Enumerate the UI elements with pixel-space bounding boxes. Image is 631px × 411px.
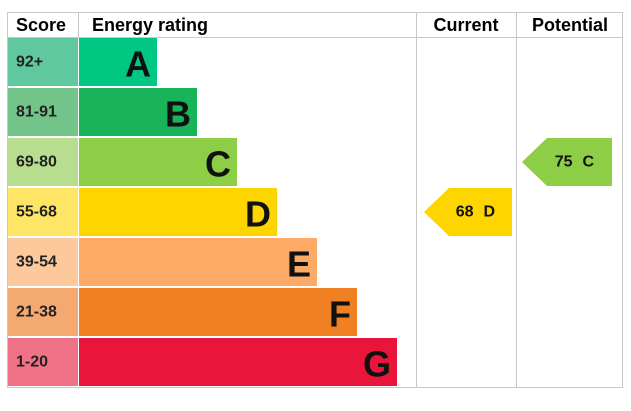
rating-letter: F <box>329 294 351 335</box>
header-potential: Potential <box>532 15 608 35</box>
current-arrow <box>424 188 512 236</box>
rating-bar <box>79 288 357 336</box>
potential-arrow <box>522 138 612 186</box>
rating-bar <box>79 88 197 136</box>
score-label: 39-54 <box>16 254 57 271</box>
score-label: 81-91 <box>16 104 57 121</box>
score-cell <box>8 138 78 186</box>
rating-bar <box>79 238 317 286</box>
rating-letter: B <box>165 94 191 135</box>
score-cell <box>8 288 78 336</box>
table-border <box>7 12 623 388</box>
rating-letter: A <box>125 44 151 85</box>
score-cell <box>8 188 78 236</box>
score-label: 1-20 <box>16 354 48 371</box>
score-label: 55-68 <box>16 204 57 221</box>
header-current: Current <box>433 15 498 35</box>
rating-letter: C <box>205 144 231 185</box>
score-cell <box>8 88 78 136</box>
score-cell <box>8 38 78 86</box>
potential-value: 75 <box>555 154 573 171</box>
current-letter: D <box>484 204 496 221</box>
header-score: Score <box>16 15 66 35</box>
rating-letter: E <box>287 244 311 285</box>
potential-letter: C <box>583 154 595 171</box>
rating-bar <box>79 338 397 386</box>
header-energy-rating: Energy rating <box>92 15 208 35</box>
score-label: 69-80 <box>16 154 57 171</box>
score-label: 92+ <box>16 54 43 71</box>
score-cell <box>8 338 78 386</box>
rating-letter: D <box>245 194 271 235</box>
rating-bar <box>79 188 277 236</box>
current-value: 68 <box>456 204 474 221</box>
rating-bar <box>79 138 237 186</box>
rating-letter: G <box>363 344 391 385</box>
score-cell <box>8 238 78 286</box>
score-label: 21-38 <box>16 304 57 321</box>
rating-bar <box>79 38 157 86</box>
